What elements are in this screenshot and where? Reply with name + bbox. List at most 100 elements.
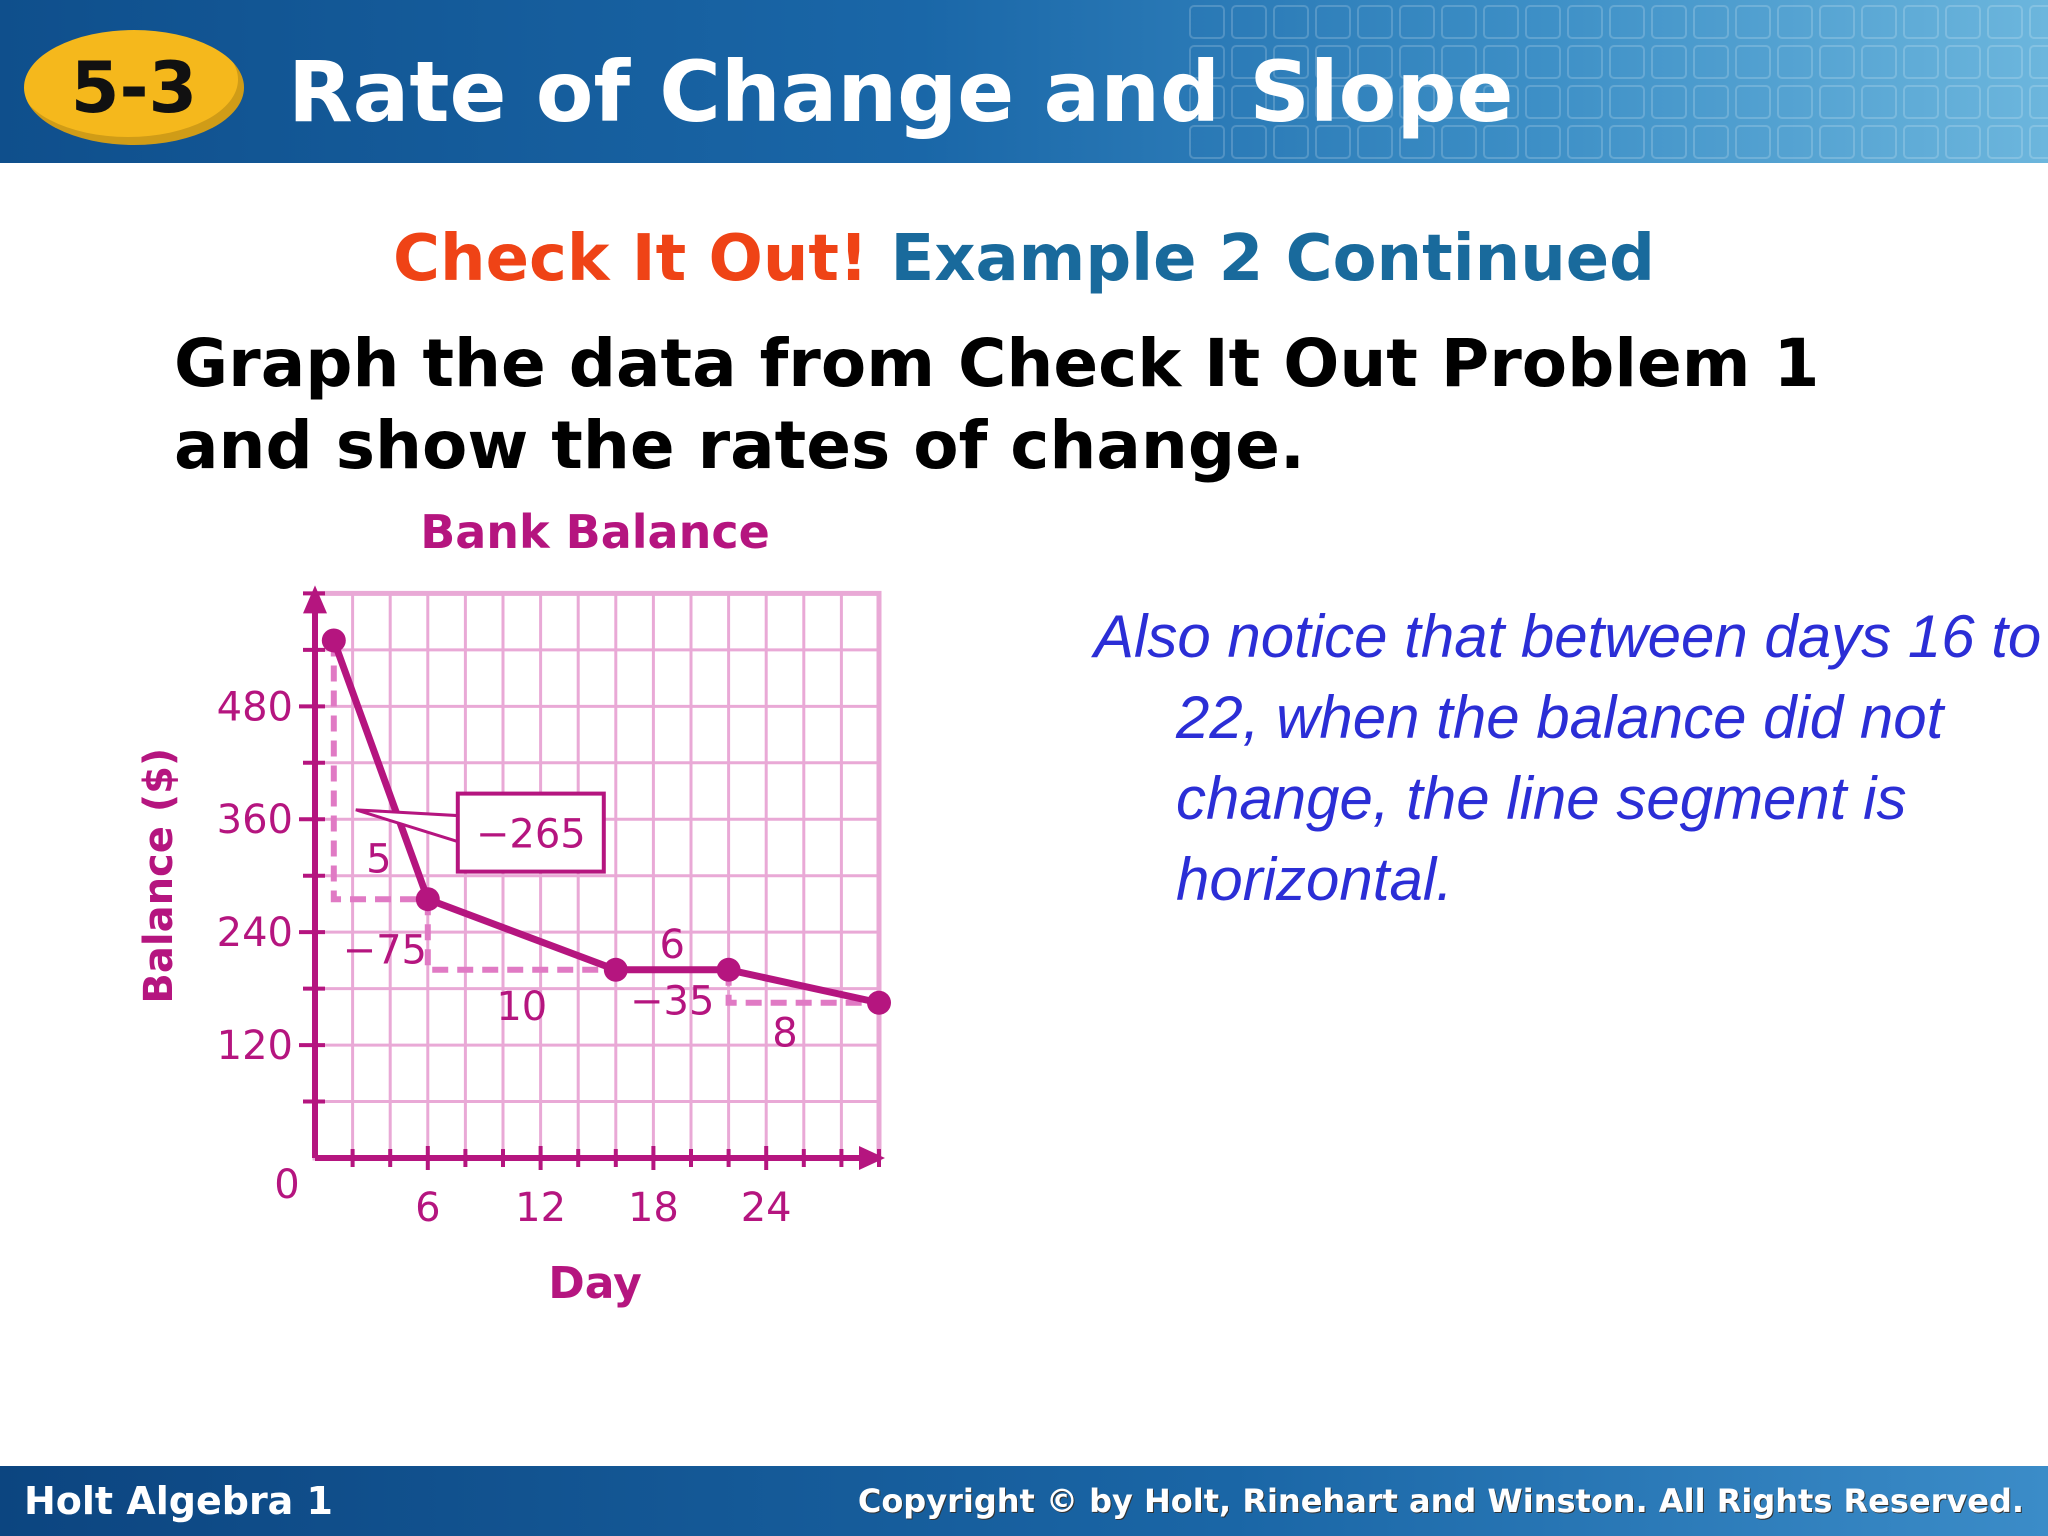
header-grid-square [1189,125,1225,159]
header-grid-square [1651,45,1687,79]
header-grid-square [1945,45,1981,79]
header-grid-square [1819,85,1855,119]
header-grid-square [1903,125,1939,159]
header-grid-square [1609,125,1645,159]
header-grid-square [1777,125,1813,159]
header-grid-square [1987,125,2023,159]
header-grid-square [2029,45,2048,79]
data-point [716,957,741,982]
run-label: 8 [772,1011,797,1057]
lesson-number-badge: 5-3 [24,30,244,145]
callout-box [455,791,606,874]
header-grid-square [1441,45,1477,79]
y-tick-label: 240 [217,910,293,956]
header-grid-square [1525,5,1561,39]
data-point [321,628,346,653]
header-grid-square [1273,85,1309,119]
y-tick-label: 120 [217,1023,293,1069]
header-grid-square [1189,5,1225,39]
header-grid-square [1483,45,1519,79]
header-grid-square [1231,85,1267,119]
header-grid-square [1987,5,2023,39]
header-grid-square [1651,5,1687,39]
header-grid-square [1693,45,1729,79]
header-grid-square [1693,5,1729,39]
run-label: 10 [496,984,547,1030]
header-grid-square [1189,45,1225,79]
header-grid-square [1231,125,1267,159]
header-grid-square [1609,85,1645,119]
header-grid-square [1567,125,1603,159]
footer-bar: Holt Algebra 1 Copyright © by Holt, Rine… [0,1466,2048,1536]
header-grid-square [1399,45,1435,79]
header-grid-square [1903,45,1939,79]
header-grid-square [1525,45,1561,79]
example-heading: Check It Out! Example 2 Continued [0,222,2048,296]
lesson-title: Rate of Change and Slope [288,43,1514,141]
header-grid-square [1483,5,1519,39]
prompt-line-2: and show the rates of change. [174,407,1305,484]
prompt-line-1: Graph the data from Check It Out Problem… [174,325,1820,402]
y-tick-label: 360 [217,797,293,843]
origin-label: 0 [274,1162,299,1208]
header-grid-square [1273,125,1309,159]
header-grid-square [1357,85,1393,119]
header-grid-square [1609,5,1645,39]
header-grid-square [1357,45,1393,79]
header-grid-square [1735,5,1771,39]
header-grid-square [2029,85,2048,119]
y-tick-label: 480 [217,684,293,730]
x-tick-label: 12 [515,1185,566,1231]
header-grid-pattern [1189,5,2048,159]
rise-label-callout: −265 [476,812,586,858]
data-point [867,990,891,1015]
run-label: 6 [659,922,684,968]
example-label: Example 2 Continued [890,222,1655,296]
header-grid-square [1693,125,1729,159]
header-banner: 5-3 Rate of Change and Slope [0,0,2048,163]
rise-run-guide [330,640,428,903]
header-grid-square [1567,5,1603,39]
header-grid-square [1693,85,1729,119]
header-grid-square [1903,5,1939,39]
header-grid-square [1735,125,1771,159]
x-axis-label: Day [548,1258,642,1309]
header-grid-square [1315,45,1351,79]
header-grid-square [1651,125,1687,159]
header-grid-square [1735,85,1771,119]
header-grid-square [1819,5,1855,39]
x-tick-label: 24 [741,1185,792,1231]
header-grid-square [1567,45,1603,79]
header-grid-square [1987,85,2023,119]
header-grid-square [1567,85,1603,119]
header-grid-square [1861,5,1897,39]
header-grid-square [1819,125,1855,159]
rise-label: −35 [630,979,714,1025]
y-axis-label: Balance ($) [136,748,182,1004]
footer-book-title: Holt Algebra 1 [24,1479,333,1523]
header-grid-square [1777,5,1813,39]
header-grid-square [1483,85,1519,119]
header-grid-square [1819,45,1855,79]
rise-label: −75 [343,928,427,974]
data-point [415,887,440,912]
header-grid-square [2029,125,2048,159]
header-grid-square [1525,125,1561,159]
header-grid-square [1441,85,1477,119]
header-grid-square [1651,85,1687,119]
run-label: 5 [366,837,391,883]
header-grid-square [1861,125,1897,159]
x-tick-label: 18 [628,1185,679,1231]
x-axis-arrow-icon [859,1146,885,1170]
header-grid-square [1777,45,1813,79]
header-grid-square [1399,85,1435,119]
header-grid-square [2029,5,2048,39]
header-grid-square [1273,5,1309,39]
y-axis-arrow-icon [303,585,327,614]
header-grid-square [1357,125,1393,159]
header-grid-square [1273,45,1309,79]
header-grid-square [1861,85,1897,119]
header-grid-square [1525,85,1561,119]
header-grid-square [1987,45,2023,79]
header-grid-square [1945,125,1981,159]
